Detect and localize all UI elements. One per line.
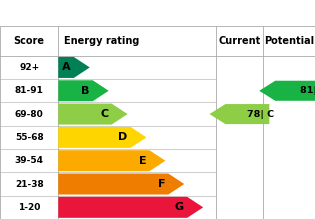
Text: A: A xyxy=(62,62,71,72)
Text: G: G xyxy=(175,202,184,212)
Polygon shape xyxy=(58,80,109,101)
Text: Energy rating: Energy rating xyxy=(64,36,139,46)
Text: 78| C: 78| C xyxy=(247,110,274,118)
Text: 21-38: 21-38 xyxy=(15,180,43,189)
Text: 92+: 92+ xyxy=(19,63,39,72)
Text: 1-20: 1-20 xyxy=(18,203,40,212)
Text: 55-68: 55-68 xyxy=(15,133,43,142)
Text: Current: Current xyxy=(218,36,261,46)
Text: 69-80: 69-80 xyxy=(15,110,43,118)
Text: F: F xyxy=(158,179,165,189)
Text: 81-91: 81-91 xyxy=(15,86,43,95)
Polygon shape xyxy=(58,57,90,78)
Text: Energy Efficiency Rating: Energy Efficiency Rating xyxy=(8,6,191,19)
Polygon shape xyxy=(58,197,203,218)
Text: B: B xyxy=(81,86,89,96)
Text: Score: Score xyxy=(14,36,45,46)
Polygon shape xyxy=(259,81,315,101)
Polygon shape xyxy=(58,173,184,194)
Text: 81| B: 81| B xyxy=(301,86,315,95)
Text: C: C xyxy=(100,109,108,119)
Polygon shape xyxy=(58,104,128,125)
Text: Potential: Potential xyxy=(264,36,314,46)
Text: D: D xyxy=(118,132,127,142)
Polygon shape xyxy=(209,104,269,124)
Text: E: E xyxy=(139,156,146,166)
Polygon shape xyxy=(58,150,165,171)
Text: 39-54: 39-54 xyxy=(14,156,44,165)
Polygon shape xyxy=(58,127,146,148)
